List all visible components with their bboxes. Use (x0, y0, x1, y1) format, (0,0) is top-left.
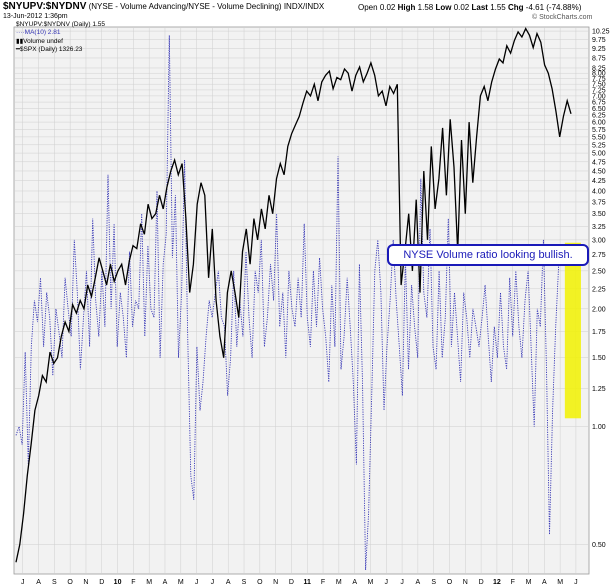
x-tick-label: O (257, 579, 263, 586)
legend-ma: ····MA(10) 2.81 (16, 29, 61, 36)
y-tick-label: 8.25 (592, 65, 606, 72)
legend-volume: ▮▮Volume undef (16, 38, 63, 45)
x-tick-label: N (273, 579, 278, 586)
y-tick-label: 5.75 (592, 127, 606, 134)
x-tick-label: D (479, 579, 484, 586)
x-tick-label: D (99, 579, 104, 586)
y-tick-label: 5.50 (592, 134, 606, 141)
x-tick-label: 11 (304, 579, 312, 586)
y-tick-label: 10.25 (592, 29, 610, 36)
x-tick-label: M (336, 579, 342, 586)
x-tick-label: F (131, 579, 135, 586)
y-tick-label: 4.75 (592, 159, 606, 166)
y-tick-label: 9.75 (592, 37, 606, 44)
y-tick-label: 5.25 (592, 142, 606, 149)
y-tick-label: 4.25 (592, 178, 606, 185)
x-tick-label: N (83, 579, 88, 586)
y-tick-label: 3.25 (592, 224, 606, 231)
y-tick-label: 6.50 (592, 106, 606, 113)
description: (NYSE - Volume Advancing/NYSE - Volume D… (88, 2, 282, 11)
y-tick-label: 9.25 (592, 46, 606, 53)
y-tick-label: 6.00 (592, 120, 606, 127)
y-tick-label: 8.75 (592, 55, 606, 62)
legend-spx: ━$SPX (Daily) 1326.23 (16, 46, 83, 53)
x-tick-label: 10 (114, 579, 122, 586)
ma-line (15, 35, 572, 571)
spx-line (15, 27, 572, 563)
y-tick-label: 7.50 (592, 82, 606, 89)
y-tick-label: 1.75 (592, 329, 606, 336)
y-tick-label: 1.25 (592, 386, 606, 393)
y-tick-label: 1.00 (592, 424, 606, 431)
x-tick-label: M (146, 579, 152, 586)
quote-bar: Open 0.02 High 1.58 Low 0.02 Last 1.55 C… (358, 3, 582, 12)
y-tick-label: 6.75 (592, 100, 606, 107)
x-tick-label: A (352, 579, 357, 586)
x-tick-label: A (416, 579, 421, 586)
x-tick-label: J (21, 579, 25, 586)
x-tick-label: N (463, 579, 468, 586)
x-tick-label: A (226, 579, 231, 586)
x-tick-label: M (368, 579, 374, 586)
x-tick-label: O (447, 579, 453, 586)
x-tick-label: A (36, 579, 41, 586)
grid (14, 27, 589, 574)
annotation-callout: NYSE Volume ratio looking bullish. (387, 244, 589, 266)
x-tick-label: J (400, 579, 404, 586)
y-tick-label: 4.00 (592, 189, 606, 196)
y-tick-label: 3.75 (592, 199, 606, 206)
y-tick-label: 6.25 (592, 113, 606, 120)
x-tick-label: F (511, 579, 515, 586)
y-tick-label: 2.75 (592, 252, 606, 259)
chart-header: $NYUPV:$NYDNV (NYSE - Volume Advancing/N… (3, 1, 324, 12)
y-tick-label: 2.00 (592, 306, 606, 313)
y-tick-label: 5.00 (592, 151, 606, 158)
y-tick-label: 3.00 (592, 237, 606, 244)
x-tick-label: J (195, 579, 199, 586)
y-tick-label: 3.50 (592, 211, 606, 218)
y-tick-label: 2.25 (592, 286, 606, 293)
dotted-line-icon: ···· (16, 29, 25, 36)
x-tick-label: O (67, 579, 73, 586)
y-tick-label: 8.00 (592, 71, 606, 78)
y-tick-label: 7.00 (592, 93, 606, 100)
x-tick-label: S (431, 579, 436, 586)
y-tick-label: 2.50 (592, 268, 606, 275)
x-tick-label: J (211, 579, 215, 586)
x-tick-label: F (321, 579, 325, 586)
watermark: © StockCharts.com (532, 14, 593, 21)
y-axis: 0.50 1.00 1.25 1.50 1.75 2.00 2.25 2.50 2.75 3.00… (592, 29, 610, 549)
y-tick-label: 4.50 (592, 168, 606, 175)
x-axis: J A S O N D 10 F M A M J J A S O N D 11 F M A M J J A S O N D 12 F M A M J (21, 579, 578, 586)
plot-background (13, 26, 590, 575)
x-tick-label: M (178, 579, 184, 586)
x-tick-label: J (574, 579, 578, 586)
chart-date: 13-Jun-2012 1:36pm (3, 13, 68, 20)
x-tick-label: A (163, 579, 168, 586)
x-tick-label: M (557, 579, 563, 586)
y-tick-label: 7.75 (592, 76, 606, 83)
solid-line-icon: ━ (16, 46, 20, 53)
y-tick-label: 0.50 (592, 542, 606, 549)
x-tick-label: M (526, 579, 532, 586)
highlight-band (564, 242, 581, 419)
x-tick-label: A (542, 579, 547, 586)
x-tick-label: J (385, 579, 389, 586)
x-tick-label: D (289, 579, 294, 586)
exchange: INDX/INDX (283, 2, 325, 11)
symbol: $NYUPV:$NYDNV (3, 1, 87, 12)
legend-ratio: $NYUPV:$NYDNV (Daily) 1.55 (16, 21, 105, 28)
bars-icon: ▮▮ (16, 38, 24, 45)
series-lines (15, 27, 572, 571)
x-tick-label: 12 (493, 579, 501, 586)
x-tick-label: S (52, 579, 57, 586)
y-tick-label: 1.50 (592, 355, 606, 362)
y-tick-label: 7.25 (592, 87, 606, 94)
x-tick-label: S (242, 579, 247, 586)
